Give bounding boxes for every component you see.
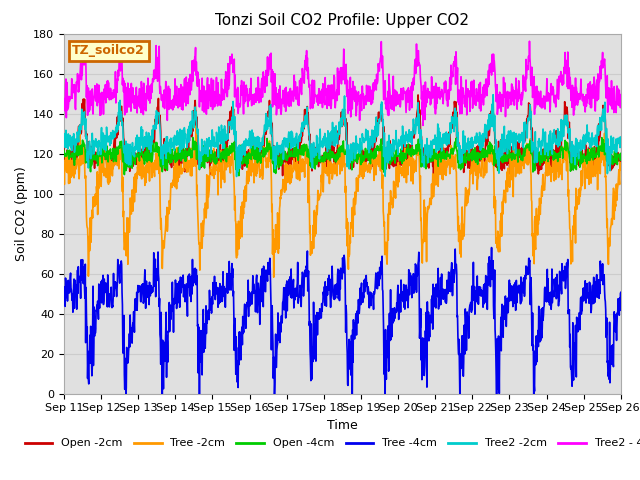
Text: TZ_soilco2: TZ_soilco2 <box>72 44 145 58</box>
Legend: Open -2cm, Tree -2cm, Open -4cm, Tree -4cm, Tree2 -2cm, Tree2 - 4cm: Open -2cm, Tree -2cm, Open -4cm, Tree -4… <box>20 434 640 453</box>
X-axis label: Time: Time <box>327 419 358 432</box>
Title: Tonzi Soil CO2 Profile: Upper CO2: Tonzi Soil CO2 Profile: Upper CO2 <box>216 13 469 28</box>
Y-axis label: Soil CO2 (ppm): Soil CO2 (ppm) <box>15 166 28 261</box>
